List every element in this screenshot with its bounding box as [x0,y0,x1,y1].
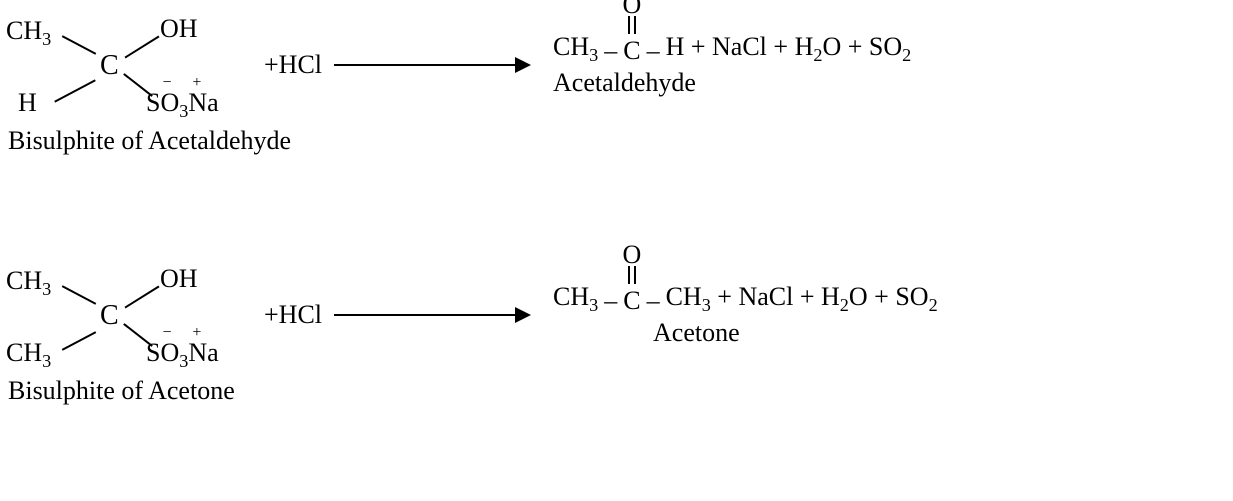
dash-icon: – [598,286,623,316]
dash-icon: – [598,36,623,66]
bond-line [123,323,153,347]
reaction-arrow-icon [334,314,529,316]
reaction-1: CH3 H C OH SO−3N+a +HCl CH3 – O C [0,10,1233,156]
reaction-2-row: CH3 CH3 C OH SO−3N+a +HCl CH3 – O C [0,260,1233,370]
r2-tail: CH3 + NaCl + H2O + SO2 [666,282,938,316]
bond-line [125,36,160,59]
bond-line [125,286,160,309]
carbonyl-carbon: C [623,286,640,315]
r1-top-right-group: OH [160,14,198,44]
r1-bottom-right-group: SO−3N+a [146,88,219,122]
r2-bottom-right-group: SO−3N+a [146,338,219,372]
r2-center-carbon: C [100,300,119,332]
bond-line [123,73,153,97]
r1-bottom-left-group: H [18,88,37,118]
so3-minus-icon: − [162,324,171,342]
so3-minus-icon: − [162,74,171,92]
r1-tail: H + NaCl + H2O + SO2 [666,32,912,66]
r1-compound-name: Bisulphite of Acetaldehyde [8,126,1233,156]
r1-top-left-group: CH3 [6,16,51,50]
carbonyl-carbon: C [623,36,640,65]
r1-products: CH3 – O C – H + NaCl + H2O + SO2 Acetald… [553,32,911,98]
reactant-1-structure: CH3 H C OH SO−3N+a [0,10,260,120]
reaction-arrow-icon [334,64,529,66]
r2-product-name: Acetone [653,318,938,348]
r1-center-carbon: C [100,50,119,82]
r2-products-line: CH3 – O C – CH3 + NaCl + H2O + SO2 [553,282,938,316]
r2-ch3-left: CH3 [553,282,598,316]
r2-carbonyl: O C [623,286,640,316]
r2-reagent: +HCl [264,300,322,330]
r2-top-right-group: OH [160,264,198,294]
r1-product-name: Acetaldehyde [553,68,911,98]
r2-products: CH3 – O C – CH3 + NaCl + H2O + SO2 Aceto… [553,282,938,348]
r1-carbonyl: O C [623,36,640,66]
r2-top-left-group: CH3 [6,266,51,300]
dash-icon: – [641,286,666,316]
reaction-1-row: CH3 H C OH SO−3N+a +HCl CH3 – O C [0,10,1233,120]
r1-products-line: CH3 – O C – H + NaCl + H2O + SO2 [553,32,911,66]
bond-line [62,35,96,55]
double-bond-icon [628,16,636,34]
bond-line [62,285,96,305]
dash-icon: – [641,36,666,66]
bond-line [54,79,96,102]
bond-line [62,331,96,351]
r2-compound-name: Bisulphite of Acetone [8,376,1233,406]
r1-ch3: CH3 [553,32,598,66]
double-bond-icon [628,266,636,284]
na-plus-icon: + [192,74,201,92]
na-plus-icon: + [192,324,201,342]
r1-reagent: +HCl [264,50,322,80]
reaction-2: CH3 CH3 C OH SO−3N+a +HCl CH3 – O C [0,260,1233,406]
r2-bottom-left-group: CH3 [6,338,51,372]
reactant-2-structure: CH3 CH3 C OH SO−3N+a [0,260,260,370]
